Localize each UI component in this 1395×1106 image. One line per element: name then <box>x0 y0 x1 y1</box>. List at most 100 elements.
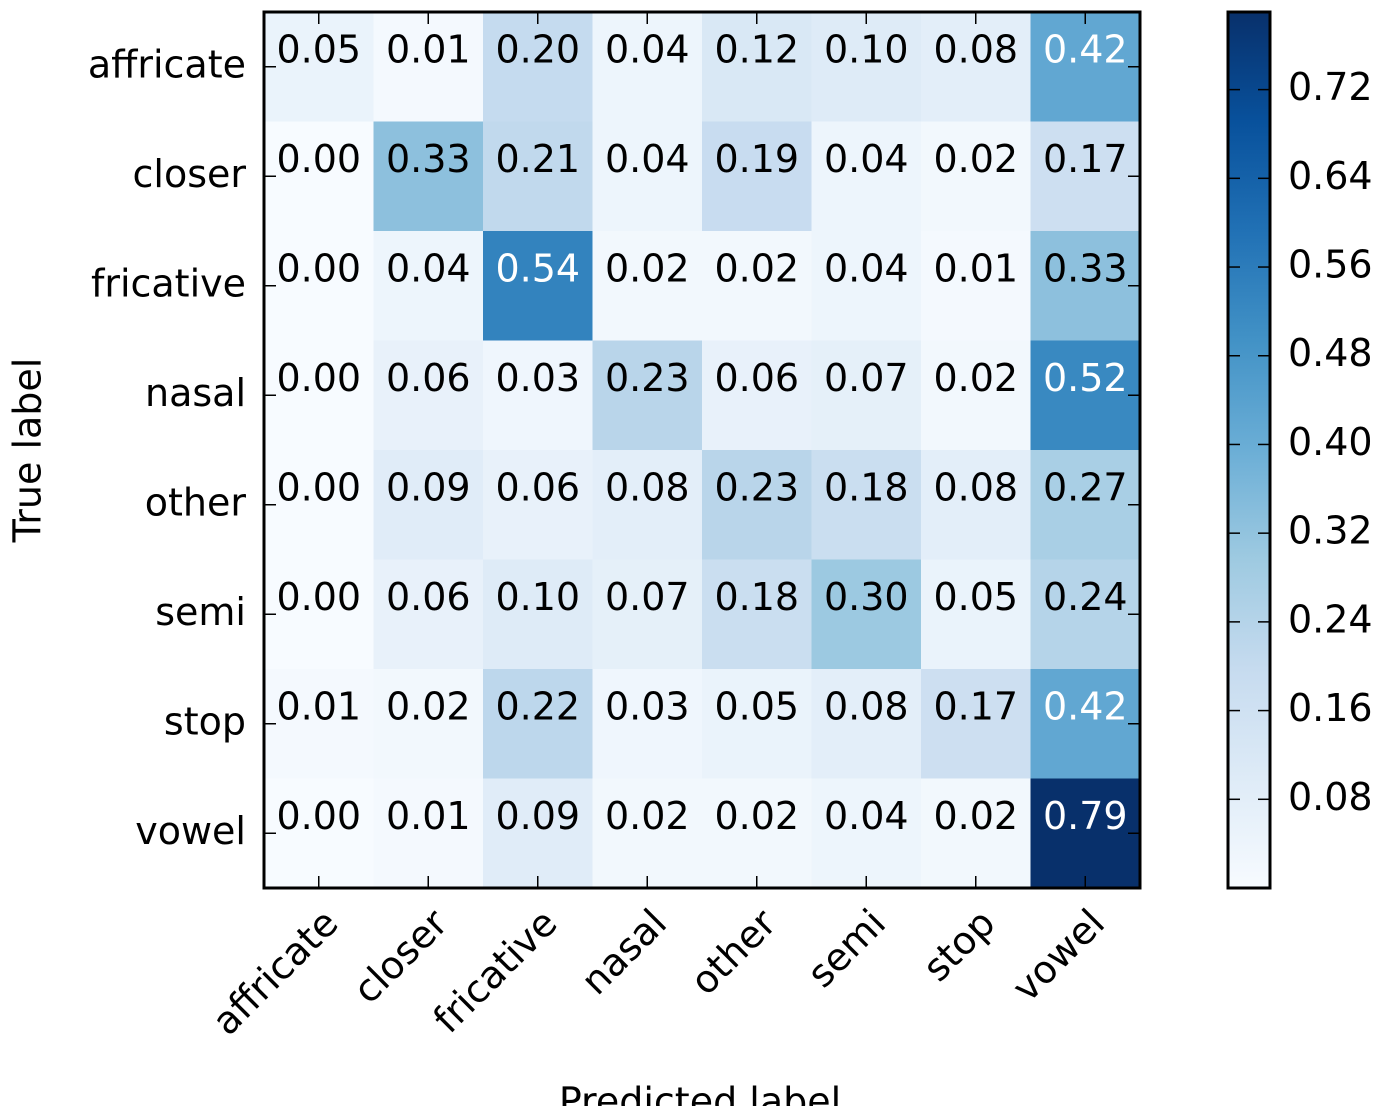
heatmap-cell <box>264 231 374 341</box>
x-tick-label: affricate <box>204 901 347 1044</box>
cell-label: 0.04 <box>824 794 909 838</box>
cell-label: 0.04 <box>605 28 690 72</box>
y-tick-label: nasal <box>145 371 246 415</box>
y-tick-label: closer <box>133 152 247 196</box>
cell-label: 0.23 <box>605 356 690 400</box>
heatmap-cell <box>483 669 593 779</box>
cell-label: 0.24 <box>1043 575 1128 619</box>
cell-label: 0.06 <box>495 466 580 510</box>
cell-label: 0.04 <box>605 137 690 181</box>
cell-label: 0.27 <box>1043 466 1128 510</box>
heatmap-cell <box>811 340 922 451</box>
heatmap-cell <box>264 559 374 670</box>
heatmap-cell <box>1030 231 1141 341</box>
heatmap-cell <box>921 559 1031 670</box>
cell-label: 0.04 <box>824 247 909 291</box>
cell-label: 0.10 <box>495 575 580 619</box>
heatmap-cell <box>1030 559 1141 670</box>
cell-label: 0.04 <box>386 247 471 291</box>
heatmap-cell <box>702 778 812 889</box>
heatmap-cell <box>592 669 703 779</box>
cell-label: 0.17 <box>1043 137 1128 181</box>
heatmap-cell <box>1030 778 1141 889</box>
heatmap-cell <box>1030 121 1141 232</box>
heatmap-cell <box>373 231 484 341</box>
cell-label: 0.09 <box>495 794 580 838</box>
cell-label: 0.00 <box>276 575 361 619</box>
cell-label: 0.01 <box>386 28 471 72</box>
y-axis-label: True label <box>6 358 50 544</box>
heatmap-cell <box>811 669 922 779</box>
heatmap-cell <box>373 669 484 779</box>
heatmap-cell <box>264 450 374 560</box>
heatmap-cell <box>921 121 1031 232</box>
cell-label: 0.22 <box>495 685 580 729</box>
heatmap-cell <box>592 778 703 889</box>
cell-label: 0.00 <box>276 794 361 838</box>
heatmap-cell <box>592 340 703 451</box>
cell-label: 0.18 <box>824 466 909 510</box>
colorbar-tick-label: 0.56 <box>1288 243 1373 287</box>
cell-label: 0.03 <box>495 356 580 400</box>
heatmap-cell <box>264 778 374 889</box>
cell-label: 0.17 <box>933 685 1018 729</box>
x-tick-label: vowel <box>1004 901 1113 1010</box>
cell-label: 0.02 <box>933 794 1018 838</box>
plot-frame <box>262 10 1142 890</box>
cell-label: 0.79 <box>1043 794 1128 838</box>
cell-label: 0.08 <box>824 685 909 729</box>
heatmap-cell <box>702 669 812 779</box>
heatmap-cell <box>1030 450 1141 560</box>
heatmap-cell <box>592 121 703 232</box>
heatmap-cell <box>373 778 484 889</box>
heatmap-cell <box>702 231 812 341</box>
heatmap-cell <box>811 559 922 670</box>
cell-label: 0.02 <box>605 794 690 838</box>
heatmap-cell <box>921 669 1031 779</box>
heatmap-cell <box>921 231 1031 341</box>
heatmap-cell <box>1030 12 1141 122</box>
cell-label: 0.33 <box>1043 247 1128 291</box>
cell-label: 0.02 <box>605 247 690 291</box>
colorbar-tick-label: 0.72 <box>1288 65 1373 109</box>
heatmap-cell <box>921 340 1031 451</box>
heatmap-cell <box>592 450 703 560</box>
cell-label: 0.21 <box>495 137 580 181</box>
colorbar-tick-label: 0.24 <box>1288 597 1373 641</box>
cell-label: 0.00 <box>276 356 361 400</box>
colorbar-tick-label: 0.40 <box>1288 420 1373 464</box>
cell-label: 0.00 <box>276 466 361 510</box>
x-tick-label: semi <box>799 901 894 996</box>
colorbar-tick-label: 0.08 <box>1288 775 1373 819</box>
heatmap-cell <box>373 340 484 451</box>
heatmap-cell <box>921 778 1031 889</box>
cell-label: 0.12 <box>714 28 799 72</box>
cell-label: 0.05 <box>714 685 799 729</box>
cell-label: 0.23 <box>714 466 799 510</box>
heatmap-cell <box>264 12 374 122</box>
cell-label: 0.00 <box>276 247 361 291</box>
x-tick-label: stop <box>914 901 1003 990</box>
heatmap-cell <box>483 450 593 560</box>
heatmap-cell <box>811 12 922 122</box>
heatmap-cell <box>702 450 812 560</box>
cell-label: 0.10 <box>824 28 909 72</box>
colorbar-tick-label: 0.48 <box>1288 331 1373 375</box>
cell-label: 0.06 <box>386 575 471 619</box>
heatmap-cell <box>921 12 1031 122</box>
heatmap-cell <box>483 12 593 122</box>
cell-label: 0.52 <box>1043 356 1128 400</box>
heatmap-cell <box>483 121 593 232</box>
heatmap-cell <box>702 559 812 670</box>
cell-label: 0.06 <box>714 356 799 400</box>
heatmap-cell <box>592 12 703 122</box>
heatmap-cell <box>811 450 922 560</box>
x-tick-label: other <box>682 900 785 1003</box>
heatmap-cell <box>702 340 812 451</box>
y-tick-label: stop <box>164 699 246 743</box>
x-axis-label: Predicted label <box>559 1080 841 1106</box>
cell-label: 0.19 <box>714 137 799 181</box>
cell-label: 0.42 <box>1043 28 1128 72</box>
y-tick-label: fricative <box>91 261 246 305</box>
